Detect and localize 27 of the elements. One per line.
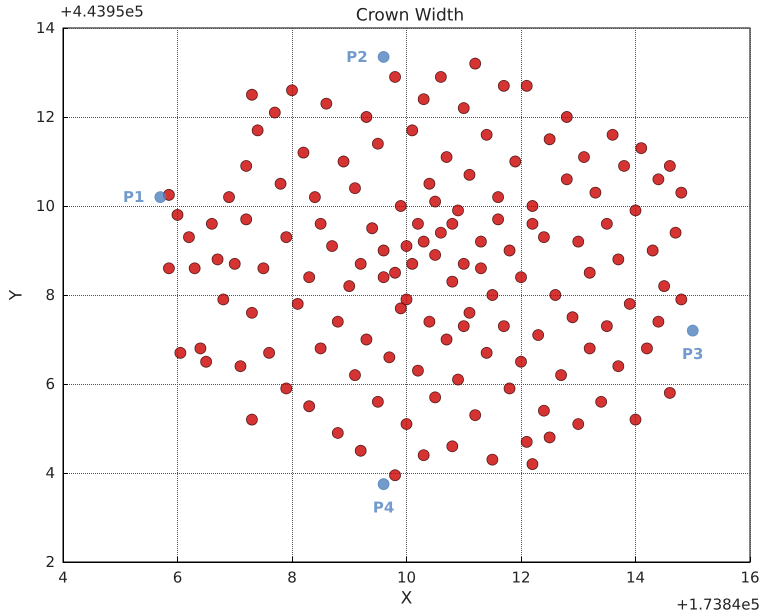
chart-title: Crown Width bbox=[356, 6, 464, 26]
y-axis-title: Y bbox=[6, 289, 26, 302]
point bbox=[154, 191, 166, 203]
y-tick-label: 4 bbox=[45, 464, 55, 482]
point bbox=[378, 478, 390, 490]
y-tick-label: 2 bbox=[45, 553, 55, 571]
y-tick-label: 8 bbox=[45, 286, 55, 304]
point bbox=[378, 51, 390, 63]
x-tick-label: 12 bbox=[511, 568, 531, 586]
text: +4.4395e5 bbox=[60, 2, 144, 20]
data-label: P4 bbox=[372, 498, 394, 517]
x-tick-label: 6 bbox=[172, 568, 182, 586]
x-tick-label: 14 bbox=[626, 568, 646, 586]
data-label: P1 bbox=[122, 188, 144, 206]
point bbox=[686, 324, 699, 336]
x-tick-label: 8 bbox=[287, 568, 297, 586]
y-tick-label: 10 bbox=[36, 197, 55, 215]
data-label: P2 bbox=[346, 48, 368, 66]
y-tick-label: 12 bbox=[36, 108, 55, 126]
y-tick-label: 14 bbox=[36, 19, 55, 37]
x-axis-title: X bbox=[400, 588, 413, 608]
y-tick-label: 6 bbox=[45, 375, 55, 393]
x-tick-label: 10 bbox=[396, 568, 416, 586]
x-tick-label: 16 bbox=[740, 568, 760, 586]
x-tick-label: 4 bbox=[58, 568, 68, 586]
data-label: P3 bbox=[682, 345, 704, 363]
text: +1.7384e5 bbox=[676, 596, 760, 614]
